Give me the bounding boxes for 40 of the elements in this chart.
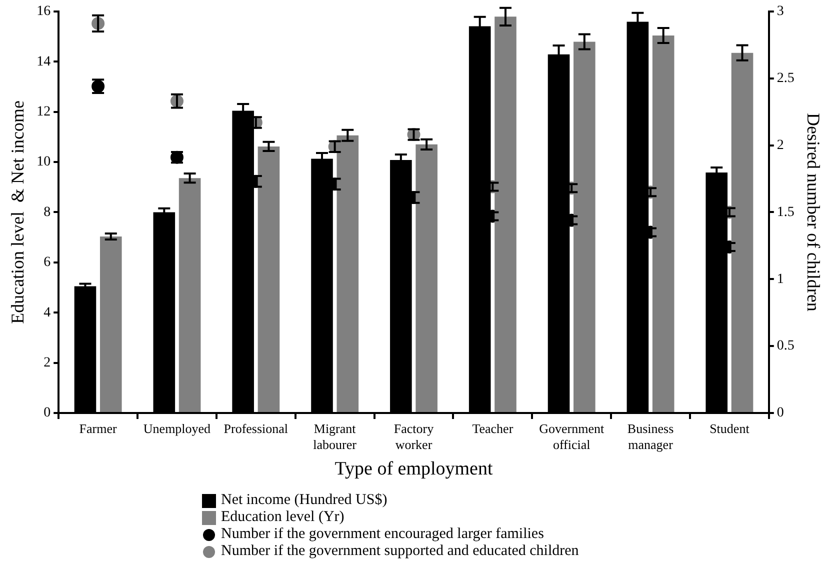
y-tick-label: 6	[44, 255, 51, 270]
x-tick-label: Farmer	[79, 421, 118, 436]
x-tick-label: Unemployed	[143, 421, 212, 436]
bar	[494, 16, 516, 412]
x-tick-label: Business manager	[627, 421, 674, 452]
legend-label: Education level (Yr)	[221, 509, 344, 526]
y2-tick-label: 2.5	[776, 71, 794, 86]
bar	[574, 42, 596, 412]
bar	[100, 236, 122, 412]
x-tick-label: Factory worker	[394, 421, 434, 452]
bar	[652, 35, 674, 412]
y-tick-label: 14	[36, 54, 51, 70]
x-tick-label: Teacher	[472, 421, 514, 436]
y2-tick-label: 3	[776, 4, 784, 20]
y2-tick-label: 1.5	[776, 204, 794, 220]
bar	[731, 52, 754, 412]
legend-label: Number if the government encouraged larger families	[221, 526, 544, 543]
y-tick-label: 2	[44, 355, 51, 370]
y2-tick-label: 1	[776, 272, 784, 287]
y-tick-label: 12	[36, 104, 51, 120]
y2-axis-title: Desired number of children	[803, 112, 824, 312]
x-tick-label: Professional	[224, 421, 288, 436]
y2-tick-label: 0	[776, 406, 784, 421]
x-tick-label: Student	[710, 421, 750, 436]
y-tick-label: 16	[36, 4, 51, 20]
y-tick-label: 4	[44, 305, 51, 320]
y-axis-title: Education level & Net income	[8, 100, 28, 324]
x-tick-label: Migrant labourer	[313, 421, 358, 452]
y-tick-label: 0	[44, 406, 51, 421]
legend-label: Net income (Hundred US$)	[221, 492, 388, 509]
legend-label: Number if the government supported and educated children	[221, 543, 579, 560]
y2-tick-label: 0.5	[776, 338, 794, 354]
y-tick-label: 8	[44, 204, 51, 220]
bar	[178, 178, 201, 412]
x-tick-label: Government official	[539, 421, 604, 452]
y-tick-label: 10	[36, 154, 51, 170]
y2-tick-label: 2	[776, 138, 784, 153]
bar	[416, 144, 438, 412]
bar	[258, 146, 280, 412]
x-axis-title: Type of employment	[334, 458, 494, 480]
